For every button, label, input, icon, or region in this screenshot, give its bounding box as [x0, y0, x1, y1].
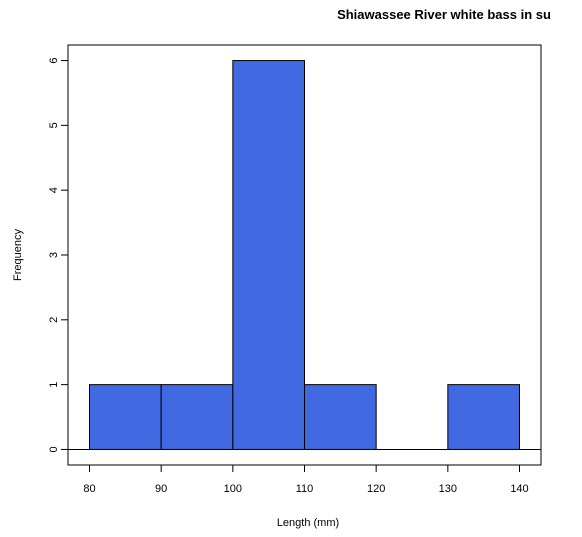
y-tick-label: 0	[48, 446, 60, 452]
y-axis-label: Frequency	[12, 229, 24, 281]
x-tick-label: 80	[83, 483, 95, 495]
y-tick-label: 3	[48, 252, 60, 258]
y-tick-label: 6	[48, 57, 60, 63]
y-tick-label: 5	[48, 122, 60, 128]
x-tick-label: 140	[510, 483, 528, 495]
histogram-bar-110-120	[304, 384, 377, 450]
y-axis: 0 1 2 3 4 5 6	[48, 57, 68, 453]
x-tick-label: 110	[296, 483, 314, 495]
x-tick-label: 120	[367, 483, 385, 495]
x-tick-label: 90	[155, 483, 167, 495]
histogram-bar-90-100	[160, 384, 234, 450]
x-tick-label: 100	[224, 483, 242, 495]
histogram-bar-130-140	[447, 384, 521, 450]
x-axis: 80 90 100 110 120 130 140	[83, 465, 529, 495]
x-tick-label: 130	[439, 483, 457, 495]
histogram-bar-100-110	[232, 60, 305, 450]
histogram-bars	[89, 60, 521, 450]
y-tick-label: 2	[48, 317, 60, 323]
y-tick-label: 4	[48, 187, 60, 193]
y-tick-label: 1	[48, 382, 60, 388]
x-axis-label: Length (mm)	[277, 517, 339, 529]
chart-title: Shiawassee River white bass in su	[337, 7, 551, 22]
histogram-bar-80-90	[89, 384, 162, 450]
